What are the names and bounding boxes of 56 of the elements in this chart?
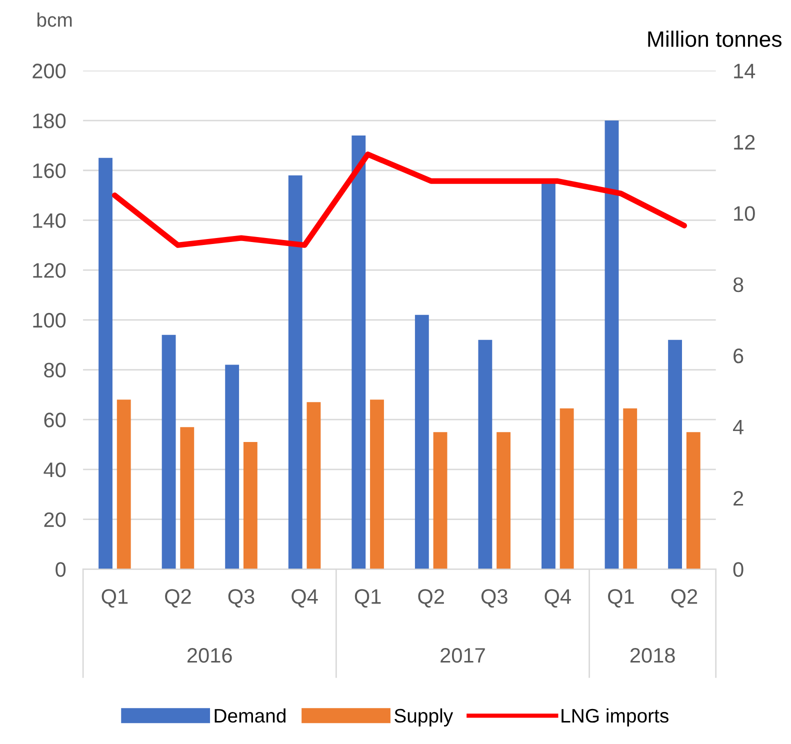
x-tick-label: Q2 [165, 589, 191, 608]
bar [478, 340, 492, 570]
bar [686, 432, 700, 570]
bar [668, 340, 682, 570]
y-axis-title: bcm [37, 12, 72, 27]
y2-tick-label: 8 [733, 277, 744, 292]
bar [352, 135, 366, 570]
x-tick-label: Q1 [608, 589, 634, 608]
y-tick-label: 180 [33, 114, 66, 128]
bar [162, 334, 176, 570]
text: 2017 [440, 648, 485, 663]
y-tick-label: 40 [44, 462, 66, 478]
text: 2016 [187, 648, 232, 663]
x-tick-label: Q2 [418, 589, 444, 608]
bar [370, 400, 384, 570]
bar [496, 432, 511, 570]
y2-tick-label: 6 [734, 348, 744, 364]
legend-label: Demand [214, 708, 286, 723]
legend-label: LNG imports [562, 708, 668, 726]
bar [433, 432, 448, 570]
bar [414, 314, 429, 570]
bar [98, 158, 112, 570]
bar [225, 364, 240, 570]
x-tick-label: Q1 [102, 589, 128, 608]
bar [180, 427, 194, 570]
text: 2018 [630, 648, 675, 663]
bar [243, 442, 258, 570]
y2-tick-label: 0 [733, 562, 744, 577]
x-tick-label: Q2 [671, 589, 698, 608]
bar [623, 408, 638, 570]
y-tick-label: 100 [33, 312, 66, 328]
y2-axis-title: Million tonnes [648, 30, 782, 48]
x-tick-label: Q3 [481, 589, 508, 608]
legend-label: Supply [394, 708, 454, 726]
y-tick-label: 200 [32, 64, 66, 78]
bar [560, 408, 574, 570]
y-tick-label: 60 [44, 412, 66, 428]
x-tick-label: Q1 [354, 589, 381, 608]
y2-tick-label: 14 [734, 64, 756, 78]
x-tick-label: Q3 [228, 589, 254, 608]
bar [306, 402, 321, 570]
x-tick-label: Q4 [292, 589, 318, 608]
bar [116, 400, 131, 570]
bar [288, 175, 302, 570]
y2-tick-label: 2 [734, 490, 744, 506]
y-tick-label: 120 [33, 263, 66, 278]
y2-tick-label: 10 [734, 206, 755, 221]
y-tick-label: 140 [33, 213, 66, 228]
bar [604, 120, 619, 570]
y2-tick-label: 4 [733, 420, 744, 434]
y-tick-label: 80 [44, 362, 66, 378]
y-tick-label: 160 [33, 163, 66, 178]
y2-tick-label: 12 [734, 134, 755, 150]
y-tick-label: 20 [44, 512, 66, 528]
x-tick-label: Q4 [544, 589, 571, 608]
y-tick-label: 0 [56, 562, 66, 577]
